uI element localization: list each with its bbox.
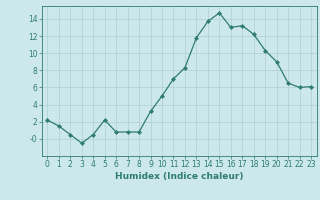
X-axis label: Humidex (Indice chaleur): Humidex (Indice chaleur) — [115, 172, 244, 181]
